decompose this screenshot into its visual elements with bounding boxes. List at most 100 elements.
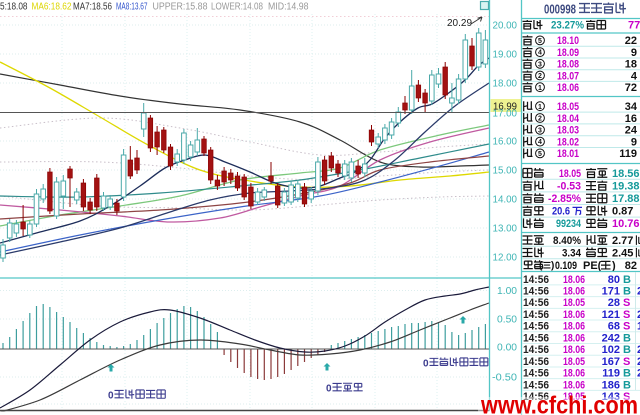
svg-text:14:56: 14:56	[523, 321, 549, 333]
svg-text:18.10: 18.10	[557, 35, 579, 47]
svg-text:): )	[612, 260, 616, 272]
svg-text:16.00: 16.00	[493, 137, 518, 148]
svg-text:18.01: 18.01	[557, 148, 579, 160]
svg-text:15.00: 15.00	[493, 166, 518, 177]
svg-text:119: 119	[619, 148, 637, 160]
svg-text:171: 171	[602, 286, 620, 298]
svg-text:5: 5	[538, 151, 542, 158]
svg-text:14:56: 14:56	[523, 297, 549, 309]
svg-text:121: 121	[602, 309, 620, 321]
svg-text:LOWER:14.08: LOWER:14.08	[211, 2, 263, 13]
svg-text:77: 77	[628, 20, 640, 32]
svg-text:3: 3	[538, 61, 542, 68]
svg-text:14:56: 14:56	[523, 309, 549, 321]
svg-text:2: 2	[637, 309, 640, 321]
svg-text:143: 143	[602, 391, 620, 403]
svg-text:PE(: PE(	[583, 260, 602, 272]
svg-text:000998: 000998	[544, 2, 576, 17]
svg-text:B: B	[623, 286, 631, 298]
svg-text:(: (	[539, 261, 543, 272]
svg-text:14:56: 14:56	[523, 356, 549, 368]
svg-text:S: S	[623, 309, 630, 321]
svg-text:UPPER:15.88: UPPER:15.88	[153, 2, 208, 13]
svg-text:0.50: 0.50	[497, 315, 517, 326]
svg-text:2.45: 2.45	[612, 247, 633, 259]
svg-text:S: S	[623, 356, 630, 368]
svg-text:18.56: 18.56	[612, 168, 640, 180]
svg-text:14:56: 14:56	[523, 379, 549, 391]
svg-text:22: 22	[625, 35, 637, 47]
svg-text:18.06: 18.06	[563, 379, 585, 391]
svg-text:18.05: 18.05	[563, 297, 585, 309]
svg-text:9: 9	[631, 47, 637, 59]
svg-text:14:56: 14:56	[523, 391, 549, 403]
svg-text:20.6: 20.6	[552, 206, 570, 218]
svg-text:4: 4	[538, 50, 542, 57]
svg-text:20.29: 20.29	[447, 18, 472, 29]
svg-text:18.00: 18.00	[493, 79, 518, 90]
svg-text:14:56: 14:56	[523, 344, 549, 356]
svg-text:18.02: 18.02	[557, 136, 579, 148]
svg-text:B: B	[623, 368, 631, 380]
svg-text:5: 5	[538, 38, 542, 45]
svg-text:S: S	[623, 297, 630, 309]
svg-text:0.109: 0.109	[555, 260, 577, 272]
svg-text:12.00: 12.00	[493, 253, 518, 264]
svg-text:18.06: 18.06	[563, 344, 585, 356]
svg-text:B: B	[623, 274, 631, 286]
svg-text:18.08: 18.08	[557, 59, 579, 71]
svg-text:16: 16	[625, 113, 637, 125]
svg-text:1: 1	[637, 321, 640, 333]
svg-text:14:56: 14:56	[523, 332, 549, 344]
svg-text:MID:14.98: MID:14.98	[268, 2, 309, 13]
svg-text:2: 2	[637, 286, 640, 298]
svg-text:0: 0	[108, 391, 114, 402]
svg-text:13.00: 13.00	[493, 224, 518, 235]
svg-text:18.03: 18.03	[557, 125, 579, 137]
svg-text:18: 18	[625, 59, 637, 71]
svg-text:10.76: 10.76	[612, 218, 640, 230]
svg-text:-0.50: -0.50	[492, 373, 517, 384]
svg-text:2: 2	[637, 344, 640, 356]
svg-text:MA7:18.56: MA7:18.56	[73, 2, 112, 13]
svg-text:2: 2	[637, 356, 640, 368]
svg-text:): )	[551, 261, 554, 272]
svg-text:2: 2	[538, 116, 542, 123]
svg-text:2: 2	[538, 73, 542, 80]
svg-text:MA6:18.62: MA6:18.62	[32, 2, 72, 13]
svg-text:0.87: 0.87	[612, 206, 633, 218]
svg-text:4: 4	[631, 70, 638, 82]
svg-text:1: 1	[538, 85, 542, 92]
svg-text:S: S	[623, 391, 630, 403]
svg-text:186: 186	[602, 379, 620, 391]
svg-text:19.00: 19.00	[493, 50, 518, 61]
svg-text:18.05: 18.05	[557, 101, 579, 113]
svg-text:1.00: 1.00	[497, 286, 517, 297]
svg-text:2: 2	[637, 368, 640, 380]
svg-text:18.06: 18.06	[563, 309, 585, 321]
svg-text:82: 82	[625, 260, 637, 272]
svg-text:S: S	[623, 321, 630, 333]
svg-text:3.34: 3.34	[562, 247, 582, 259]
svg-text:18.09: 18.09	[557, 47, 579, 59]
svg-text:24: 24	[625, 125, 638, 137]
svg-text:14.00: 14.00	[493, 195, 518, 206]
svg-text:18.06: 18.06	[563, 321, 585, 333]
svg-text:102: 102	[602, 344, 620, 356]
svg-text:20.00: 20.00	[493, 21, 518, 32]
svg-text:0: 0	[326, 384, 332, 395]
svg-text:1: 1	[538, 104, 542, 111]
svg-text:80: 80	[608, 274, 620, 286]
svg-text:18.05: 18.05	[563, 391, 585, 403]
svg-text:4: 4	[538, 139, 542, 146]
svg-text:8.40%: 8.40%	[553, 235, 581, 247]
svg-text:5:18.08: 5:18.08	[0, 2, 28, 13]
svg-text:18.06: 18.06	[563, 368, 585, 380]
svg-text:14:56: 14:56	[523, 274, 549, 286]
svg-text:18.06: 18.06	[563, 286, 585, 298]
svg-text:23.27%: 23.27%	[551, 20, 584, 32]
svg-text:72: 72	[625, 82, 637, 94]
svg-text:B: B	[623, 379, 631, 391]
svg-text:-0.53: -0.53	[557, 180, 581, 192]
svg-text:17.00: 17.00	[493, 109, 518, 120]
